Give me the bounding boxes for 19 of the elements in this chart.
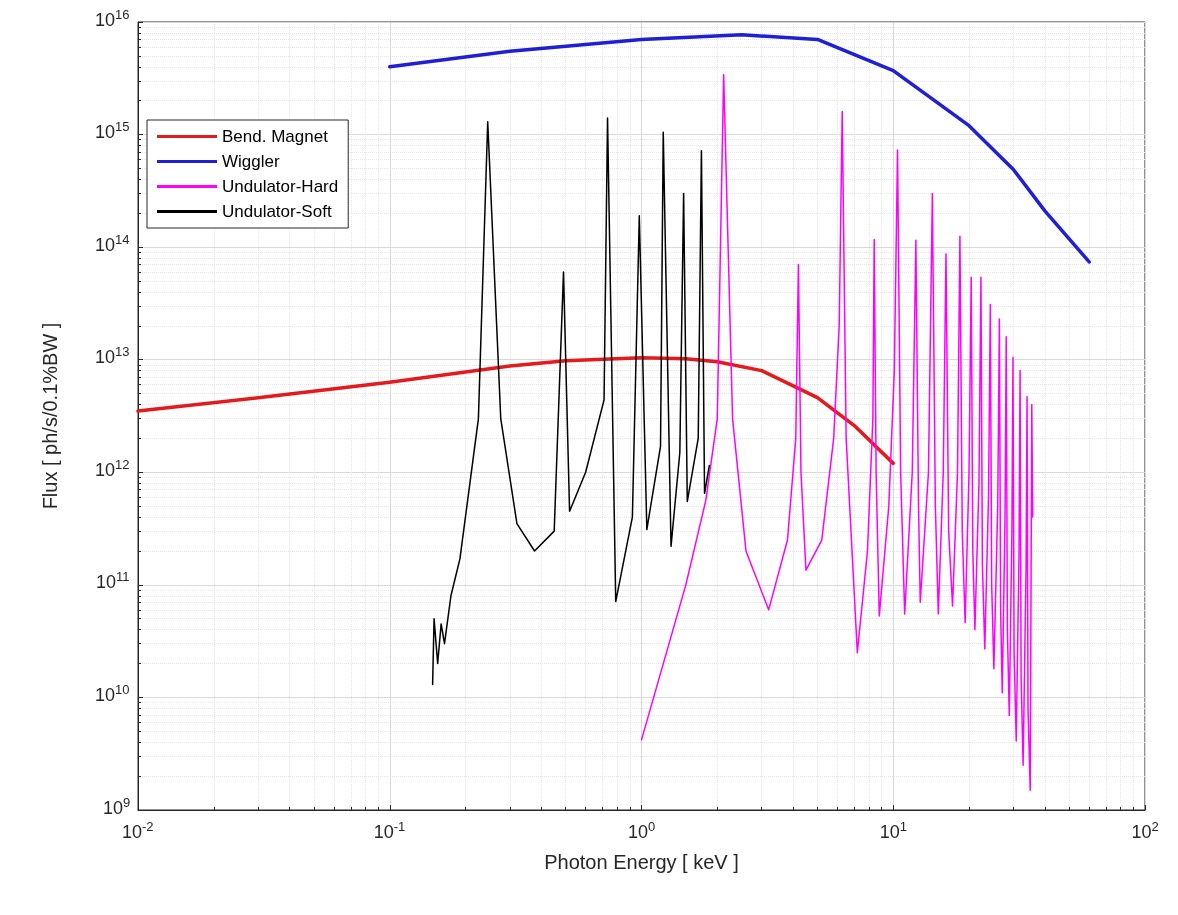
y-tick-label: 10$^{14}$: [95, 231, 130, 255]
x-tick-label: 10$^{-2}$: [122, 819, 154, 842]
legend-label: Undulator-Hard: [222, 177, 339, 196]
y-tick-label: 10$^{9}$: [103, 794, 131, 818]
y-tick-label: 10$^{12}$: [95, 456, 130, 480]
x-tick-label: 10$^{2}$: [1131, 819, 1159, 842]
y-tick-label: 10$^{10}$: [95, 681, 130, 705]
x-tick-label: 10$^{0}$: [628, 819, 656, 842]
y-tick-label: 10$^{13}$: [95, 344, 130, 368]
legend-label: Bend. Magnet: [222, 127, 329, 146]
x-tick-label: 10$^{-1}$: [373, 819, 406, 842]
x-tick-label: 10$^{1}$: [879, 819, 908, 842]
legend-label: Wiggler: [222, 152, 280, 171]
y-axis-title: Flux [ ph/s/0.1%BW ]: [39, 322, 61, 510]
y-tick-label: 10$^{15}$: [95, 119, 130, 143]
y-tick-label: 10$^{11}$: [96, 569, 130, 593]
x-axis-title: Photon Energy [ keV ]: [544, 851, 739, 873]
y-tick-label: 10$^{16}$: [95, 6, 130, 30]
legend-label: Undulator-Soft: [222, 202, 332, 221]
